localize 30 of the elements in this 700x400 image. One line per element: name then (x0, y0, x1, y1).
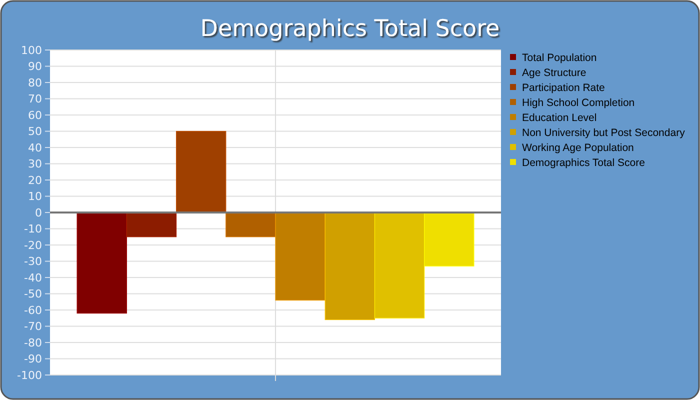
y-tick-label: -10 (24, 222, 42, 236)
y-tick-label: 60 (28, 108, 42, 122)
y-tick-label: 20 (28, 174, 42, 187)
y-tick-label: 80 (28, 76, 42, 90)
y-tick-label: -30 (24, 255, 42, 268)
y-tick-label: 70 (28, 92, 42, 106)
legend-label: High School Completion (522, 97, 635, 109)
y-tick-label: -40 (24, 271, 42, 284)
y-tick-label: -50 (24, 288, 42, 301)
y-tick-label: -70 (24, 320, 42, 334)
legend-label: Participation Rate (522, 82, 606, 94)
y-tick-label: 0 (35, 206, 42, 220)
legend-label: Working Age Population (522, 142, 634, 154)
y-tick-label: -100 (17, 368, 42, 382)
y-tick-label: 50 (28, 125, 42, 138)
y-tick-label: 10 (28, 190, 42, 204)
legend-label: Non University but Post Secondary (522, 127, 686, 139)
legend-label: Demographics Total Score (522, 157, 646, 169)
y-tick-label: 100 (21, 44, 42, 57)
legend-label: Total Population (522, 52, 597, 64)
y-tick-label: -90 (24, 352, 42, 366)
y-tick-label: 90 (28, 60, 42, 74)
y-tick-label: 40 (28, 141, 42, 154)
legend-label: Age Structure (522, 67, 586, 79)
y-tick-label: 30 (28, 158, 42, 171)
y-tick-label: -20 (24, 238, 42, 252)
y-tick-label: -60 (24, 304, 42, 317)
chart-title: Demographics Total Score (200, 16, 500, 42)
legend-label: Education Level (522, 112, 597, 124)
y-tick-label: -80 (24, 336, 42, 350)
